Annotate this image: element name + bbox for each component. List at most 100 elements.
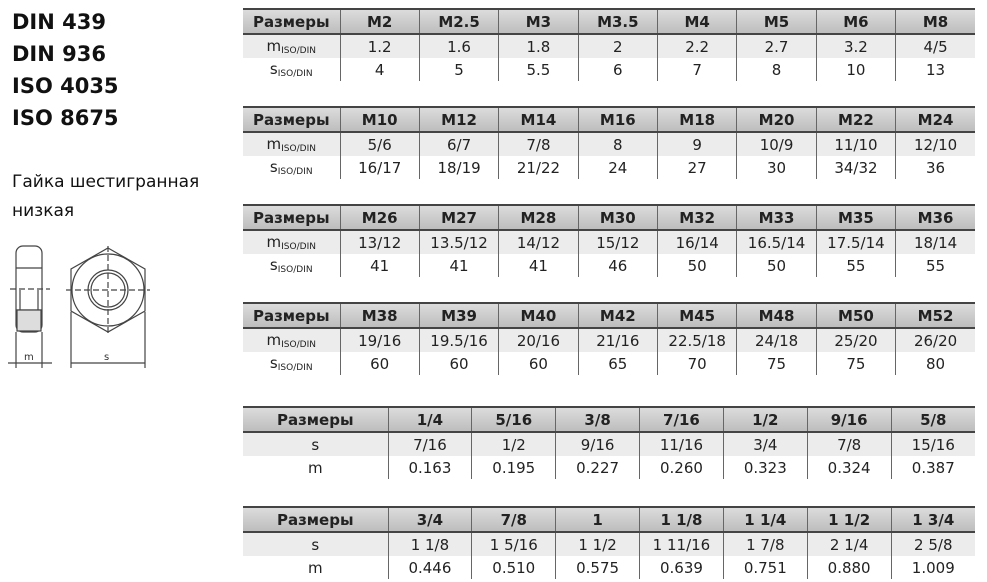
m-value-cell: 7/8: [498, 132, 579, 156]
s-value-cell: 60: [498, 352, 579, 375]
m-value-cell: 0.387: [890, 456, 975, 479]
s-value-cell: 60: [339, 352, 420, 375]
table-header-row: Размеры 3/4 7/8 1 1 1/8 1 1/4 1 1/2 1 3/4: [243, 506, 975, 533]
m-value-cell: 2.7: [736, 34, 817, 58]
m-value-cell: 1.8: [498, 34, 579, 58]
size-cell: M42: [577, 302, 658, 329]
m-value-cell: 1.6: [418, 34, 499, 58]
row-label-s: sISO/DIN: [243, 352, 340, 375]
m-value-cell: 0.163: [387, 456, 472, 479]
size-cell: M10: [339, 106, 420, 133]
table-row-s: sISO/DIN 16/17 18/19 21/22 24 27 30 34/32 36: [243, 156, 975, 179]
m-value-cell: 16.5/14: [736, 230, 817, 254]
size-cell: M27: [418, 204, 499, 231]
size-cell: 7/8: [471, 506, 556, 533]
m-value-cell: 0.227: [555, 456, 640, 479]
size-cell: 3/4: [387, 506, 472, 533]
s-value-cell: 24: [577, 156, 658, 179]
header-label: Размеры: [243, 302, 340, 329]
metric-size-table: Размеры M26 M27 M28 M30 M32 M33 M35 M36 mISO/DIN 1…: [243, 204, 975, 277]
m-value-cell: 2.2: [656, 34, 737, 58]
m-value-cell: 4/5: [895, 34, 975, 58]
size-cell: M6: [815, 8, 896, 35]
s-value-cell: 75: [736, 352, 817, 375]
m-value-cell: 13/12: [339, 230, 420, 254]
size-cell: M14: [498, 106, 579, 133]
table-row-m: m 0.446 0.510 0.575 0.639 0.751 0.880 1.009: [243, 556, 975, 579]
s-value-cell: 18/19: [418, 156, 499, 179]
size-cell: 1/2: [722, 406, 808, 433]
s-value-cell: 1 11/16: [639, 532, 724, 556]
s-value-cell: 3/4: [722, 432, 808, 456]
size-cell: M39: [418, 302, 499, 329]
m-value-cell: 9: [656, 132, 737, 156]
header-label: Размеры: [243, 406, 388, 433]
m-value-cell: 8: [577, 132, 658, 156]
size-cell: M52: [895, 302, 975, 329]
size-cell: 1/4: [387, 406, 472, 433]
header-label: Размеры: [243, 106, 340, 133]
s-value-cell: 2 5/8: [890, 532, 975, 556]
m-value-cell: 5/6: [339, 132, 420, 156]
table-header-row: Размеры M26 M27 M28 M30 M32 M33 M35 M36: [243, 204, 975, 231]
metric-size-table: Размеры M10 M12 M14 M16 M18 M20 M22 M24 mISO/DIN 5…: [243, 106, 975, 179]
size-cell: M26: [339, 204, 420, 231]
m-value-cell: 1.009: [890, 556, 975, 579]
size-cell: 5/16: [471, 406, 556, 433]
m-value-cell: 15/12: [577, 230, 658, 254]
table-row-s: sISO/DIN 4 5 5.5 6 7 8 10 13: [243, 58, 975, 81]
table-header-row: Размеры 1/4 5/16 3/8 7/16 1/2 9/16 5/8: [243, 406, 975, 433]
size-cell: M8: [895, 8, 975, 35]
s-value-cell: 5.5: [498, 58, 579, 81]
row-label-m: mISO/DIN: [243, 34, 340, 58]
m-value-cell: 14/12: [498, 230, 579, 254]
row-label-s: s: [243, 532, 388, 556]
m-value-cell: 25/20: [815, 328, 896, 352]
m-value-cell: 0.195: [471, 456, 556, 479]
table-row-s: sISO/DIN 60 60 60 65 70 75 75 80: [243, 352, 975, 375]
table-row-m: mISO/DIN 1.2 1.6 1.8 2 2.2 2.7 3.2 4/5: [243, 34, 975, 58]
size-cell: 3/8: [555, 406, 640, 433]
m-value-cell: 12/10: [895, 132, 975, 156]
m-value-cell: 20/16: [498, 328, 579, 352]
size-cell: M35: [815, 204, 896, 231]
size-cell: M5: [736, 8, 817, 35]
s-value-cell: 30: [736, 156, 817, 179]
m-value-cell: 19.5/16: [418, 328, 499, 352]
s-value-cell: 1 1/8: [387, 532, 472, 556]
size-cell: M36: [895, 204, 975, 231]
m-value-cell: 17.5/14: [815, 230, 896, 254]
size-cell: M45: [656, 302, 737, 329]
size-cell: M16: [577, 106, 658, 133]
s-value-cell: 2 1/4: [806, 532, 892, 556]
size-cell: M2.5: [418, 8, 499, 35]
standard-din-439: DIN 439: [12, 10, 106, 34]
m-value-cell: 3.2: [815, 34, 896, 58]
header-label: Размеры: [243, 204, 340, 231]
size-cell: 9/16: [806, 406, 892, 433]
row-label-s: s: [243, 432, 388, 456]
m-value-cell: 24/18: [736, 328, 817, 352]
m-value-cell: 22.5/18: [656, 328, 737, 352]
m-value-cell: 0.751: [722, 556, 808, 579]
m-value-cell: 0.510: [471, 556, 556, 579]
size-cell: M50: [815, 302, 896, 329]
s-value-cell: 60: [418, 352, 499, 375]
s-value-cell: 1 1/2: [555, 532, 640, 556]
s-value-cell: 41: [339, 254, 420, 277]
table-header-row: Размеры M38 M39 M40 M42 M45 M48 M50 M52: [243, 302, 975, 329]
s-value-cell: 50: [736, 254, 817, 277]
s-value-cell: 75: [815, 352, 896, 375]
s-value-cell: 13: [895, 58, 975, 81]
size-cell: 1: [555, 506, 640, 533]
size-cell: M3: [498, 8, 579, 35]
s-value-cell: 1/2: [471, 432, 556, 456]
size-cell: M2: [339, 8, 420, 35]
size-cell: M40: [498, 302, 579, 329]
s-value-cell: 46: [577, 254, 658, 277]
size-cell: M30: [577, 204, 658, 231]
standard-iso-4035: ISO 4035: [12, 74, 119, 98]
m-value-cell: 0.880: [806, 556, 892, 579]
m-value-cell: 16/14: [656, 230, 737, 254]
